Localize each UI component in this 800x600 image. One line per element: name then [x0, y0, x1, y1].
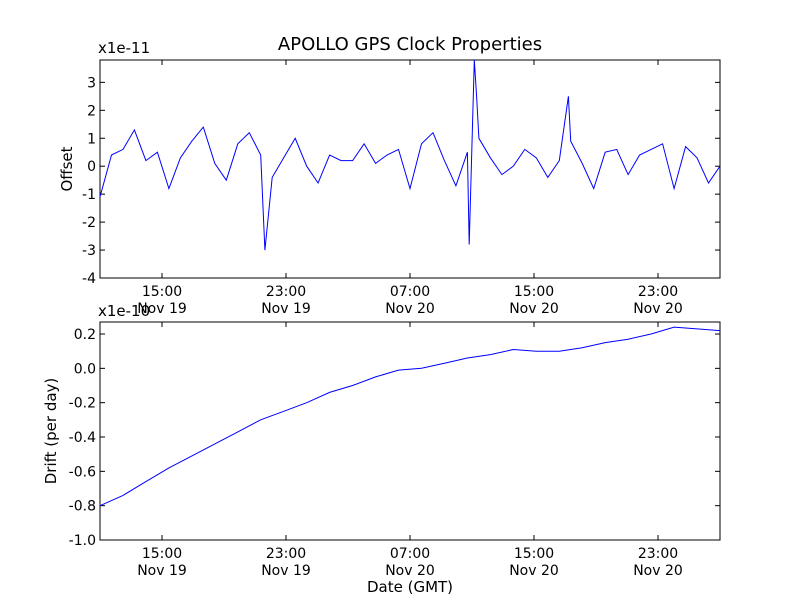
- drift-x-tick-label-date: Nov 19: [261, 563, 311, 579]
- offset-x-tick-label-date: Nov 20: [509, 301, 559, 317]
- drift-scale-label: x1e-10: [98, 302, 150, 320]
- offset-x-tick-label-time: 07:00: [390, 284, 430, 300]
- drift-y-tick-label: -0.4: [69, 430, 96, 446]
- offset-y-axis-label: Offset: [58, 146, 76, 191]
- drift-x-tick-label-time: 23:00: [266, 546, 306, 562]
- offset-series-line: [99, 59, 721, 251]
- drift-x-tick-label-time: 23:00: [638, 546, 678, 562]
- drift-axes-frame: [99, 321, 721, 541]
- drift-x-tick-label-date: Nov 20: [633, 563, 683, 579]
- drift-y-tick-label: -0.2: [69, 396, 96, 412]
- drift-y-tick-label: -0.6: [69, 464, 96, 480]
- drift-x-tick-label-date: Nov 19: [137, 563, 187, 579]
- offset-y-tick-label: -4: [82, 271, 96, 287]
- offset-y-tick-label: -1: [82, 187, 96, 203]
- drift-x-tick-label-time: 15:00: [514, 546, 554, 562]
- drift-y-tick-label: 0.2: [74, 327, 96, 343]
- offset-y-tick-label: 3: [87, 75, 96, 91]
- drift-y-tick-label: -0.8: [69, 499, 96, 515]
- drift-y-ticks: -1.0 -0.8 -0.6 -0.4 -0.2 0.0 0.2: [69, 327, 720, 549]
- drift-y-tick-label: 0.0: [74, 361, 96, 377]
- offset-y-tick-label: 1: [87, 131, 96, 147]
- offset-x-tick-label-date: Nov 19: [261, 301, 311, 317]
- offset-x-tick-label-time: 23:00: [266, 284, 306, 300]
- drift-series-line: [99, 326, 721, 507]
- offset-y-tick-label: -2: [82, 215, 96, 231]
- drift-x-axis-label: Date (GMT): [367, 578, 453, 596]
- offset-y-tick-label: 0: [87, 159, 96, 175]
- offset-y-ticks: -4 -3 -2 -1 0 1 2 3: [82, 75, 720, 287]
- drift-x-tick-label-date: Nov 20: [509, 563, 559, 579]
- drift-plot: x1e-10 Drift (per day) -1.0-0.8-0.6-0.4-…: [42, 302, 721, 596]
- drift-x-tick-label-date: Nov 20: [385, 563, 435, 579]
- offset-y-tick-label: -3: [82, 243, 96, 259]
- chart-title: APOLLO GPS Clock Properties: [278, 34, 542, 55]
- offset-scale-label: x1e-11: [98, 39, 150, 57]
- offset-x-tick-label-date: Nov 19: [137, 301, 187, 317]
- drift-y-tick-label: -1.0: [69, 533, 96, 549]
- offset-x-tick-label-date: Nov 20: [633, 301, 683, 317]
- offset-axes-frame: [99, 59, 721, 279]
- offset-x-tick-label-time: 23:00: [638, 284, 678, 300]
- offset-x-tick-label-time: 15:00: [142, 284, 182, 300]
- offset-x-tick-label-date: Nov 20: [385, 301, 435, 317]
- drift-x-tick-label-time: 07:00: [390, 546, 430, 562]
- drift-x-tick-label-time: 15:00: [142, 546, 182, 562]
- offset-x-tick-label-time: 15:00: [514, 284, 554, 300]
- drift-y-axis-label: Drift (per day): [42, 378, 60, 485]
- offset-y-tick-label: 2: [87, 103, 96, 119]
